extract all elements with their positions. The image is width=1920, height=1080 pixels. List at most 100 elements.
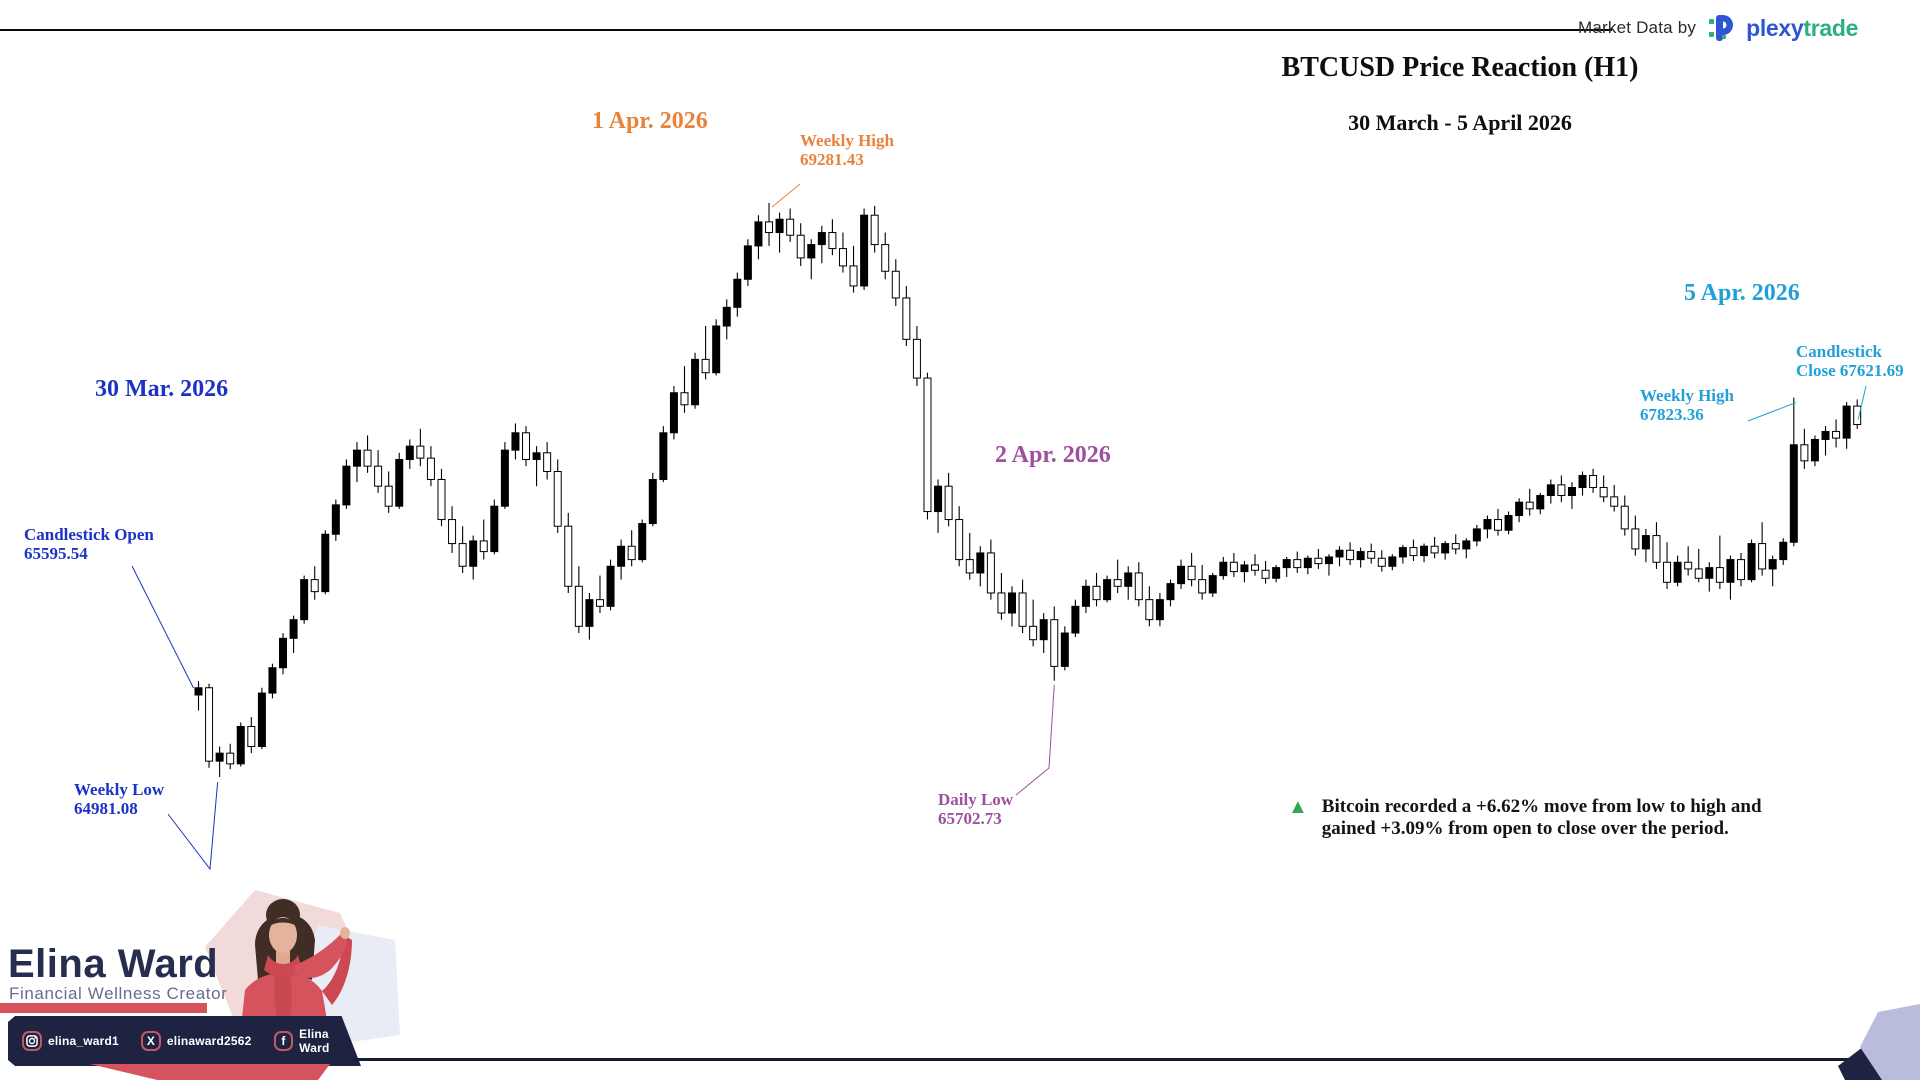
candle: [458, 526, 467, 573]
candle: [1515, 498, 1524, 523]
candle: [289, 615, 298, 654]
candle: [1610, 484, 1619, 512]
candle: [1684, 546, 1693, 576]
date-label-2-apr: 2 Apr. 2026: [995, 442, 1111, 468]
bottom-divider: [353, 1058, 1877, 1061]
candle: [279, 633, 288, 675]
up-triangle-icon: ▲: [1288, 796, 1308, 818]
candle: [1631, 515, 1640, 556]
candle: [1166, 579, 1175, 607]
candle: [1758, 522, 1767, 576]
summary-text: Bitcoin recorded a +6.62% move from low …: [1321, 796, 1762, 839]
candle: [1747, 539, 1756, 583]
candle: [1853, 399, 1862, 429]
candle: [574, 566, 583, 634]
candle: [1039, 612, 1048, 654]
annotation-pointer: [1015, 684, 1055, 796]
candle: [1546, 479, 1555, 504]
candle: [1430, 536, 1439, 559]
candle: [659, 426, 668, 483]
candle: [1705, 562, 1714, 592]
candle: [300, 575, 309, 624]
x-icon: X: [140, 1031, 161, 1051]
social-x[interactable]: X elinaward2562: [140, 1031, 252, 1051]
performance-summary: ▲ Bitcoin recorded a +6.62% move from lo…: [1288, 796, 1762, 840]
candle: [860, 208, 869, 290]
candle: [437, 468, 446, 527]
candle: [1261, 560, 1270, 584]
social-instagram[interactable]: elina_ward1: [22, 1031, 119, 1051]
page-title: BTCUSD Price Reaction (H1): [1281, 52, 1639, 83]
candle: [1240, 560, 1249, 583]
candle: [754, 215, 763, 260]
candle: [1800, 428, 1809, 469]
candle: [331, 499, 340, 541]
candle: [617, 539, 626, 580]
candle: [638, 519, 647, 563]
candle: [701, 325, 710, 380]
title-block: BTCUSD Price Reaction (H1) 30 March - 5 …: [1150, 52, 1770, 136]
corner-decoration: [1838, 1004, 1920, 1080]
candle: [870, 205, 879, 253]
candle: [1620, 495, 1629, 536]
candle: [1113, 559, 1122, 593]
candle: [1398, 544, 1407, 564]
candle: [1810, 435, 1819, 467]
candle: [1694, 548, 1703, 583]
social-bar: elina_ward1 X elinaward2562 f Elina Ward: [8, 1016, 361, 1066]
candle: [416, 428, 425, 467]
candle: [1536, 492, 1545, 515]
candle: [838, 232, 847, 273]
candle: [1504, 511, 1513, 535]
candle: [1567, 482, 1576, 509]
candle: [268, 663, 277, 699]
candle: [1219, 556, 1228, 580]
x-handle: elinaward2562: [166, 1034, 252, 1048]
candle: [342, 459, 351, 509]
candle: [1525, 488, 1534, 516]
candle: [1155, 592, 1164, 627]
candle: [1726, 555, 1735, 600]
candle: [469, 535, 478, 580]
candle: [1335, 546, 1344, 567]
candle: [1589, 468, 1598, 493]
candle: [1134, 562, 1143, 607]
candle: [500, 442, 509, 509]
candle: [1472, 524, 1481, 547]
candle: [1071, 599, 1080, 638]
candle: [1768, 555, 1777, 587]
candle: [1346, 542, 1355, 565]
candle: [1187, 552, 1196, 587]
candle: [522, 426, 531, 467]
red-accent-trapezoid: [90, 1064, 330, 1080]
logo-trade: trade: [1803, 14, 1859, 41]
candle: [1145, 586, 1154, 627]
candle: [891, 259, 900, 306]
candle: [1314, 548, 1323, 569]
candle: [796, 223, 805, 266]
social-facebook[interactable]: f Elina Ward: [273, 1027, 361, 1055]
candle: [976, 546, 985, 587]
candle: [205, 683, 214, 768]
candle: [374, 450, 383, 493]
red-accent-strip: [0, 1003, 207, 1013]
candle: [997, 572, 1006, 620]
candle: [775, 212, 784, 253]
candle: [722, 299, 731, 340]
candle: [1081, 579, 1090, 613]
candle: [849, 245, 858, 293]
candle: [543, 442, 552, 480]
candle: [1462, 538, 1471, 559]
candle: [1229, 552, 1238, 577]
candle: [912, 325, 921, 387]
candle: [1663, 542, 1672, 589]
candle: [405, 439, 414, 469]
candle: [1599, 475, 1608, 503]
candle: [532, 446, 541, 487]
candle: [807, 239, 816, 280]
candle: [1208, 572, 1217, 597]
plexytrade-logo-text: plexytrade: [1746, 15, 1858, 42]
candle: [1008, 586, 1017, 627]
candle: [310, 566, 319, 600]
